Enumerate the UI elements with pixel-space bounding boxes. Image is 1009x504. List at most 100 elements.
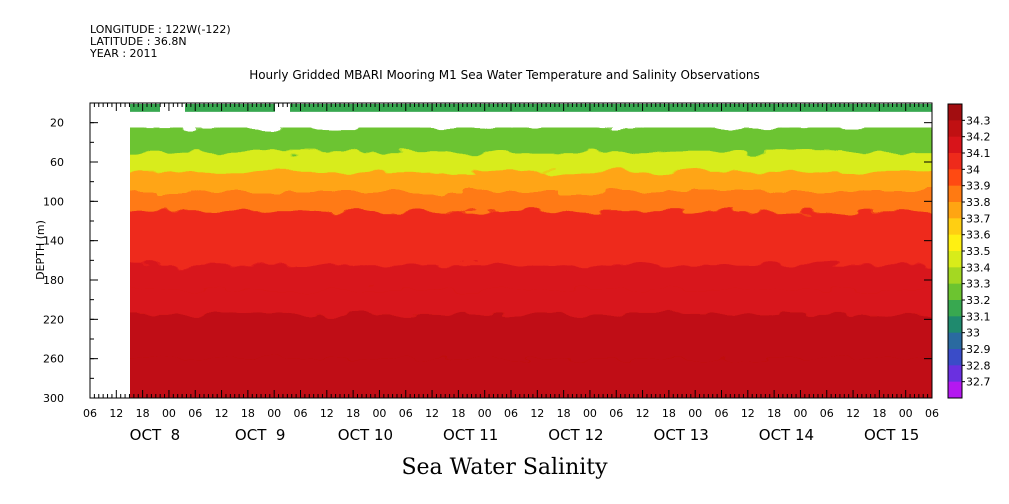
- x-tick-label: 06: [820, 407, 834, 420]
- chart-title: Hourly Gridded MBARI Mooring M1 Sea Wate…: [249, 68, 760, 82]
- x-tick-label: 06: [504, 407, 518, 420]
- x-tick-label: 00: [688, 407, 702, 420]
- y-tick-label: 220: [43, 313, 64, 326]
- y-axis-label: DEPTH (m): [34, 220, 47, 280]
- x-tick-label: 06: [188, 407, 202, 420]
- x-tick-label: 06: [925, 407, 939, 420]
- x-date-label: OCT 12: [548, 426, 603, 444]
- colorbar-swatch: [948, 136, 962, 154]
- surface-segment: [130, 103, 160, 112]
- x-tick-label: 00: [478, 407, 492, 420]
- colorbar-label: 33.8: [966, 196, 991, 209]
- salinity-band: [130, 211, 932, 237]
- x-tick-label: 18: [136, 407, 150, 420]
- salinity-band: [130, 265, 932, 291]
- x-tick-label: 00: [162, 407, 176, 420]
- x-tick-label: 00: [372, 407, 386, 420]
- colorbar-swatch: [948, 267, 962, 285]
- colorbar-label: 33.5: [966, 245, 991, 258]
- salinity-band: [130, 358, 932, 385]
- surface-segment: [290, 103, 932, 112]
- x-date-label: OCT 15: [864, 426, 919, 444]
- x-tick-label: 12: [425, 407, 439, 420]
- salinity-band: [130, 191, 932, 213]
- x-date-label: OCT 8: [130, 426, 181, 444]
- y-tick-label: 260: [43, 353, 64, 366]
- y-tick-label: 300: [43, 392, 64, 405]
- colorbar-label: 32.8: [966, 359, 991, 372]
- salinity-band: [130, 289, 932, 316]
- x-tick-label: 06: [399, 407, 413, 420]
- latitude-label: LATITUDE : 36.8N: [90, 35, 187, 48]
- colorbar-swatch: [948, 300, 962, 317]
- colorbar-label: 33: [966, 327, 980, 340]
- colorbar-label: 34.1: [966, 147, 991, 160]
- axes: 20 60 100 140 180 220 260 300 DEPTH (m) 06 12 18 00 0…: [34, 102, 939, 444]
- x-tick-label: 06: [83, 407, 97, 420]
- surface-strip: [130, 103, 932, 112]
- colorbar-swatch: [948, 349, 962, 366]
- colorbar: 34.3 34.2 34.1 34 33.9 33.8 33.7 33.6 33.5 33.4 33…: [947, 103, 991, 399]
- x-date-label: OCT 11: [443, 426, 498, 444]
- salinity-band: [130, 383, 932, 398]
- x-tick-label: 00: [899, 407, 913, 420]
- x-date-label: OCT 9: [235, 426, 286, 444]
- y-tick-label: 100: [43, 195, 64, 208]
- year-label: YEAR : 2011: [90, 47, 158, 60]
- colorbar-swatch: [948, 202, 962, 219]
- colorbar-label: 32.9: [966, 343, 991, 356]
- x-tick-label: 12: [530, 407, 544, 420]
- x-tick-label: 12: [215, 407, 229, 420]
- x-tick-label: 12: [320, 407, 334, 420]
- colorbar-swatch: [948, 381, 962, 399]
- colorbar-swatch: [948, 365, 962, 383]
- x-tick-label: 12: [109, 407, 123, 420]
- colorbar-swatch: [948, 185, 962, 203]
- x-date-label: OCT 10: [338, 426, 393, 444]
- colorbar-swatch: [948, 316, 962, 334]
- colorbar-label: 32.7: [966, 376, 991, 389]
- colorbar-label: 33.6: [966, 229, 991, 242]
- colorbar-swatch: [948, 234, 962, 252]
- y-tick-label: 20: [50, 117, 64, 130]
- y-tick-label: 60: [50, 156, 64, 169]
- x-tick-label: 12: [846, 407, 860, 420]
- colorbar-swatch: [948, 332, 962, 350]
- x-tick-label: 18: [451, 407, 465, 420]
- salinity-band: [130, 235, 932, 267]
- colorbar-swatch: [948, 251, 962, 268]
- colorbar-swatch: [948, 120, 962, 138]
- colorbar-label: 33.2: [966, 294, 991, 307]
- x-date-label: OCT 13: [654, 426, 709, 444]
- colorbar-swatch: [948, 104, 962, 121]
- x-tick-label: 18: [346, 407, 360, 420]
- salinity-band: [130, 314, 932, 340]
- plot-area: [90, 103, 932, 398]
- x-tick-label: 00: [793, 407, 807, 420]
- salinity-bands: [130, 127, 932, 398]
- x-tick-label: 18: [767, 407, 781, 420]
- x-tick-label: 06: [609, 407, 623, 420]
- colorbar-label: 33.1: [966, 310, 991, 323]
- x-tick-label: 18: [557, 407, 571, 420]
- salinity-band: [130, 339, 932, 360]
- y-tick-label: 180: [43, 274, 64, 287]
- x-tick-label: 06: [294, 407, 308, 420]
- colorbar-label: 33.7: [966, 212, 991, 225]
- x-tick-label: 18: [872, 407, 886, 420]
- x-tick-label: 00: [267, 407, 281, 420]
- colorbar-label: 34: [966, 163, 980, 176]
- colorbar-swatch: [948, 169, 962, 187]
- colorbar-swatch: [948, 218, 962, 236]
- colorbar-label: 33.9: [966, 180, 991, 193]
- x-tick-label: 18: [241, 407, 255, 420]
- x-tick-label: 00: [583, 407, 597, 420]
- x-tick-label: 06: [715, 407, 729, 420]
- salinity-band: [130, 152, 932, 173]
- colorbar-label: 33.4: [966, 261, 991, 274]
- x-date-label: OCT 14: [759, 426, 814, 444]
- x-tick-label: 12: [636, 407, 650, 420]
- colorbar-label: 34.2: [966, 131, 991, 144]
- longitude-label: LONGITUDE : 122W(-122): [90, 23, 231, 36]
